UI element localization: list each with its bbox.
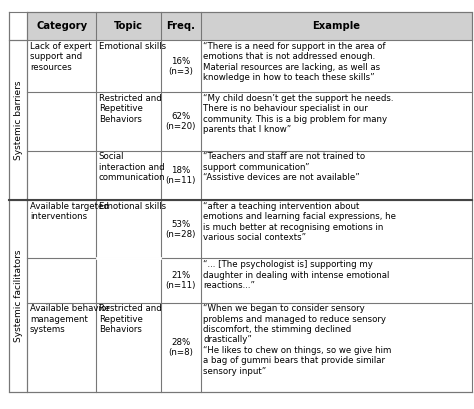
Bar	[9, 40, 27, 200]
Text: Category: Category	[36, 21, 88, 31]
Text: Freq.: Freq.	[166, 21, 195, 31]
Text: 53%
(n=28): 53% (n=28)	[165, 220, 196, 239]
Text: “When we began to consider sensory
problems and managed to reduce sensory
discom: “When we began to consider sensory probl…	[203, 304, 392, 376]
Bar	[27, 258, 472, 303]
Text: Example: Example	[312, 21, 360, 31]
Text: Available behavior
management
systems: Available behavior management systems	[30, 304, 109, 334]
Text: 18%
(n=11): 18% (n=11)	[165, 166, 196, 185]
Text: Social
interaction and
communication: Social interaction and communication	[99, 152, 165, 182]
Text: 62%
(n=20): 62% (n=20)	[165, 112, 196, 131]
Text: 21%
(n=11): 21% (n=11)	[165, 271, 196, 290]
Text: “Teachers and staff are not trained to
support communication”
“Assistive devices: “Teachers and staff are not trained to s…	[203, 152, 365, 182]
Bar	[27, 303, 472, 392]
Bar	[27, 200, 472, 258]
Bar	[9, 200, 27, 392]
Bar	[27, 12, 472, 40]
Bar	[27, 92, 472, 151]
Text: Systemic barriers: Systemic barriers	[14, 81, 23, 160]
Text: “... [The psychologist is] supporting my
daughter in dealing with intense emotio: “... [The psychologist is] supporting my…	[203, 260, 390, 290]
Text: “after a teaching intervention about
emotions and learning facial expressions, h: “after a teaching intervention about emo…	[203, 202, 396, 242]
Bar	[27, 151, 472, 200]
Text: Restricted and
Repetitive
Behaviors: Restricted and Repetitive Behaviors	[99, 304, 162, 334]
Text: 28%
(n=8): 28% (n=8)	[168, 337, 193, 357]
Text: Emotional skills: Emotional skills	[99, 202, 166, 211]
Text: Restricted and
Repetitive
Behaviors: Restricted and Repetitive Behaviors	[99, 94, 162, 124]
Text: 16%
(n=3): 16% (n=3)	[168, 56, 193, 76]
Text: “My child doesn’t get the support he needs.
There is no behaviour specialist in : “My child doesn’t get the support he nee…	[203, 94, 393, 134]
Text: Emotional skills: Emotional skills	[99, 42, 166, 51]
Text: Topic: Topic	[114, 21, 143, 31]
Bar	[27, 40, 472, 92]
Text: “There is a need for support in the area of
emotions that is not addressed enoug: “There is a need for support in the area…	[203, 42, 385, 82]
Text: Systemic facilitators: Systemic facilitators	[14, 250, 23, 342]
Text: Available targeted
interventions: Available targeted interventions	[30, 202, 109, 221]
Text: Lack of expert
support and
resources: Lack of expert support and resources	[30, 42, 91, 72]
